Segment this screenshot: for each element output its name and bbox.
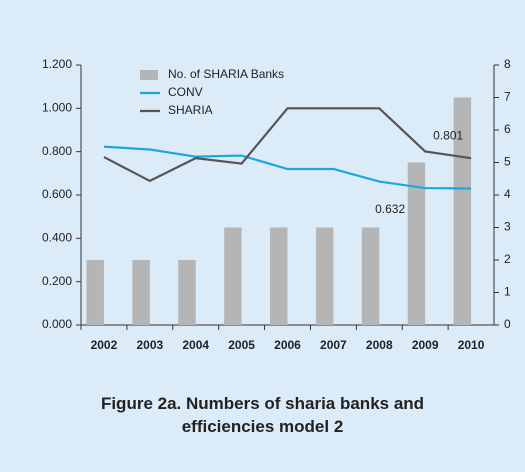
data-label: 0.801 <box>433 129 463 143</box>
y-tick-label: 1.000 <box>42 101 72 115</box>
x-tick-label: 2009 <box>412 338 439 352</box>
x-tick-label: 2006 <box>274 338 301 352</box>
y2-tick-label: 4 <box>504 187 511 201</box>
y2-tick-label: 7 <box>504 90 511 104</box>
x-tick-label: 2004 <box>182 338 209 352</box>
chart-title: Figure 2a. Numbers of sharia banks and e… <box>100 394 425 436</box>
bar <box>132 260 150 325</box>
bar <box>361 227 380 325</box>
data-label: 0.632 <box>375 202 405 216</box>
bar <box>270 227 288 325</box>
y2-tick-label: 6 <box>504 122 511 136</box>
bar <box>178 260 196 325</box>
bar <box>315 227 334 325</box>
y-tick-label: 0.200 <box>42 274 72 288</box>
legend-label: No. of SHARIA Banks <box>168 67 284 81</box>
x-tick-label: 2010 <box>458 338 485 352</box>
bar <box>407 162 426 325</box>
y2-tick-label: 1 <box>504 285 511 299</box>
x-tick-label: 2007 <box>320 338 347 352</box>
y2-tick-label: 0 <box>504 317 511 331</box>
y2-tick-label: 8 <box>504 57 511 71</box>
x-tick-label: 2002 <box>91 338 118 352</box>
x-tick-label: 2005 <box>228 338 255 352</box>
legend-label: CONV <box>168 85 203 99</box>
x-tick-label: 2003 <box>136 338 163 352</box>
bar <box>224 227 242 325</box>
line <box>103 145 472 190</box>
y2-tick-label: 5 <box>504 155 511 169</box>
x-tick-label: 2008 <box>366 338 393 352</box>
y-tick-label: 0.800 <box>42 144 72 158</box>
y2-tick-label: 2 <box>504 252 511 266</box>
y-tick-label: 0.400 <box>42 231 72 245</box>
legend-swatch <box>140 70 158 80</box>
y-tick-label: 0.600 <box>42 187 72 201</box>
bar <box>453 97 472 325</box>
y-tick-label: 1.200 <box>42 57 72 71</box>
bar <box>86 260 104 325</box>
y2-tick-label: 3 <box>504 220 511 234</box>
line <box>103 107 472 183</box>
y-tick-label: 0.000 <box>42 317 72 331</box>
legend-label: SHARIA <box>168 103 213 117</box>
